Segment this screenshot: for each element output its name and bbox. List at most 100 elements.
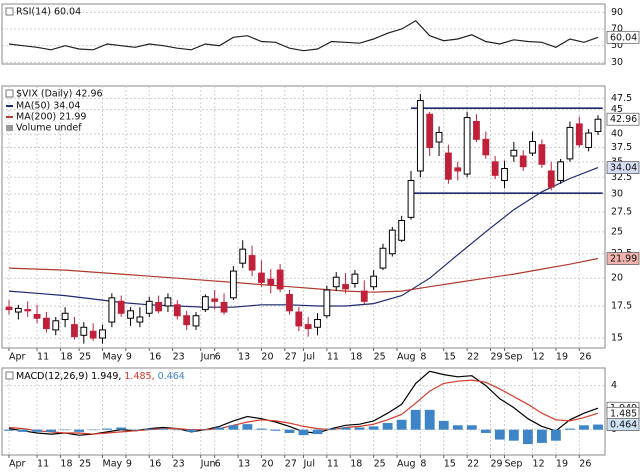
value-tag-label: 0.464 — [610, 420, 637, 431]
candle-body — [220, 301, 228, 313]
histogram-bar — [551, 429, 561, 441]
x-tick-label: Sep — [505, 459, 523, 470]
candle-body — [43, 317, 50, 330]
x-tick-label: 29 — [490, 459, 502, 470]
x-tick-label: 16 — [149, 459, 161, 470]
candle-body — [388, 229, 396, 255]
value-tag — [606, 30, 640, 44]
x-tick-label: Apr — [9, 352, 26, 363]
candle-body — [52, 320, 60, 331]
candle-body — [145, 300, 153, 314]
candle-body — [314, 319, 321, 328]
histogram-bar — [116, 427, 127, 430]
histogram-bar — [438, 420, 449, 430]
candle-body — [575, 123, 583, 146]
candle-body — [304, 324, 312, 330]
x-tick-label: 26 — [579, 459, 591, 470]
value-tag-label: 34.04 — [610, 163, 637, 174]
candle-body — [519, 155, 527, 168]
x-tick-label: Jul — [303, 459, 315, 470]
x-tick-label: 20 — [261, 352, 273, 363]
candle-body — [547, 170, 555, 188]
histogram-bar — [60, 429, 71, 431]
candle-body — [127, 310, 134, 319]
histogram-bar — [284, 429, 295, 433]
panel: 04Apr111825May91623Jun6132027Jul111825Au… — [1, 367, 640, 470]
candle-body — [463, 117, 471, 175]
histogram-bar — [480, 429, 491, 433]
candle-body — [435, 132, 443, 143]
histogram-bar — [18, 429, 28, 432]
candle-body — [192, 315, 200, 327]
panel-title: MACD(12,26,9) 1.949, 1.485, 0.464 — [16, 371, 185, 382]
candle-body — [267, 278, 275, 286]
title-part: 0.464 — [158, 371, 185, 382]
series-line — [8, 257, 599, 293]
histogram-bar — [494, 429, 505, 440]
candle-body — [136, 316, 144, 323]
value-tag-label: 1.485 — [610, 408, 637, 419]
histogram-bar — [130, 429, 141, 431]
x-tick-label: 19 — [556, 459, 568, 470]
x-tick-label: 26 — [579, 352, 591, 363]
panel-frame — [1, 3, 606, 65]
candle-body — [529, 140, 536, 154]
x-tick-label: Jun — [200, 459, 216, 470]
value-tag — [606, 252, 640, 265]
value-tag — [606, 112, 640, 126]
histogram-bar — [382, 423, 393, 430]
candle-body — [201, 296, 209, 311]
candle-body — [332, 276, 340, 288]
value-tag — [606, 161, 640, 174]
x-tick-label: 11 — [327, 352, 339, 363]
candle-body — [108, 297, 116, 323]
candle-body — [183, 315, 191, 326]
histogram-bar — [522, 429, 533, 444]
x-tick-label: 12 — [533, 459, 545, 470]
candle-body — [295, 311, 303, 327]
histogram-bar — [4, 429, 14, 431]
histogram-bar — [424, 409, 435, 430]
x-tick-label: 25 — [79, 459, 91, 470]
panel: 90 70 50 30 RSI(14) 60.04 60.04 — [1, 3, 640, 68]
candle-body — [594, 118, 602, 132]
title-icon — [5, 371, 14, 380]
x-tick-label: 11 — [37, 459, 49, 470]
candle-body — [370, 275, 378, 288]
histogram-bar — [508, 429, 519, 441]
histogram-bar — [565, 428, 575, 430]
x-tick-label: 25 — [374, 352, 386, 363]
histogram-bar — [312, 429, 323, 435]
y-tick-label: 70 — [611, 24, 623, 35]
histogram-bar — [256, 428, 267, 430]
x-tick-label: 12 — [533, 352, 545, 363]
legend-label: MA(200) 21.99 — [16, 112, 86, 123]
histogram-bar — [270, 429, 281, 431]
candle-body — [510, 149, 518, 157]
x-tick-label: 11 — [37, 352, 49, 363]
y-tick-label: 30 — [611, 188, 623, 199]
panel-title: RSI(14) 60.04 — [16, 7, 81, 18]
y-tick-label: 27.5 — [611, 206, 632, 217]
y-tick-label: 15 — [611, 333, 623, 344]
candle-body — [454, 167, 462, 172]
x-tick-label: Jul — [303, 352, 315, 363]
candle-body — [258, 272, 265, 283]
y-tick-label: 32.5 — [611, 172, 632, 183]
candle-body — [80, 326, 88, 336]
x-tick-label: Aug — [397, 459, 416, 470]
histogram-bar — [88, 429, 99, 431]
series-line — [8, 167, 599, 308]
y-tick-label: 17.5 — [611, 301, 632, 312]
value-tag-label: 60.04 — [610, 32, 637, 43]
histogram-bar — [228, 425, 239, 430]
candle-body — [323, 289, 331, 317]
candle-body — [24, 309, 32, 312]
x-tick-label: 15 — [444, 459, 456, 470]
candle-body — [89, 330, 97, 339]
candle-body — [557, 161, 564, 181]
x-tick-label: 18 — [60, 459, 72, 470]
histogram-bar — [242, 424, 253, 430]
x-tick-label: 18 — [60, 352, 72, 363]
histogram-bar — [452, 425, 463, 430]
